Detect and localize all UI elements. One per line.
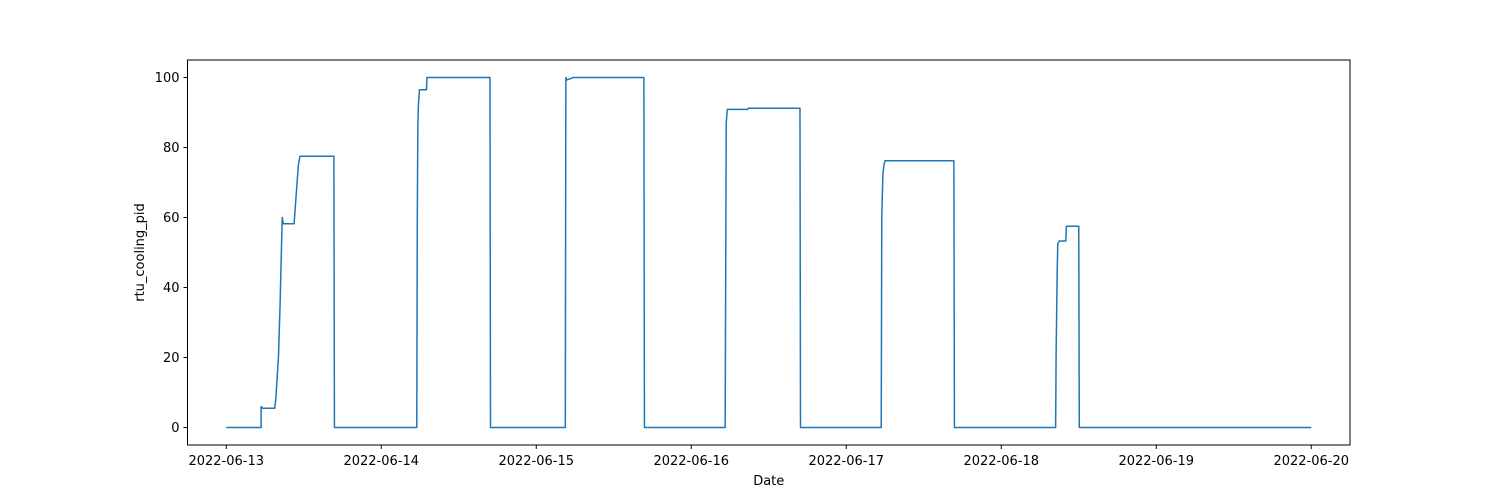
series-layer bbox=[226, 76, 1312, 429]
x-tick-label: 2022-06-18 bbox=[963, 454, 1039, 469]
x-tick-label: 2022-06-15 bbox=[498, 454, 574, 469]
y-axis-ticks: 0 20 40 60 80 100 bbox=[155, 71, 188, 436]
y-axis-label: rtu_cooling_pid bbox=[133, 203, 148, 302]
x-tick-label: 2022-06-17 bbox=[808, 454, 884, 469]
series-line-0 bbox=[226, 76, 1312, 429]
x-tick-label: 2022-06-20 bbox=[1273, 454, 1349, 469]
x-axis-ticks: 2022-06-13 2022-06-14 2022-06-15 2022-06-16… bbox=[188, 445, 1349, 469]
y-tick-label: 20 bbox=[163, 351, 180, 366]
x-tick-label: 2022-06-13 bbox=[188, 454, 264, 469]
x-tick-label: 2022-06-16 bbox=[653, 454, 729, 469]
y-tick-label: 0 bbox=[171, 421, 179, 436]
x-tick-label: 2022-06-19 bbox=[1118, 454, 1194, 469]
y-tick-label: 100 bbox=[155, 71, 180, 86]
plot-area bbox=[187, 60, 1350, 445]
x-tick-label: 2022-06-14 bbox=[343, 454, 419, 469]
plot-frame bbox=[187, 59, 1351, 446]
y-tick-label: 40 bbox=[163, 281, 180, 296]
y-tick-label: 60 bbox=[163, 211, 180, 226]
y-tick-label: 80 bbox=[163, 141, 180, 156]
x-axis-label: Date bbox=[753, 474, 784, 489]
